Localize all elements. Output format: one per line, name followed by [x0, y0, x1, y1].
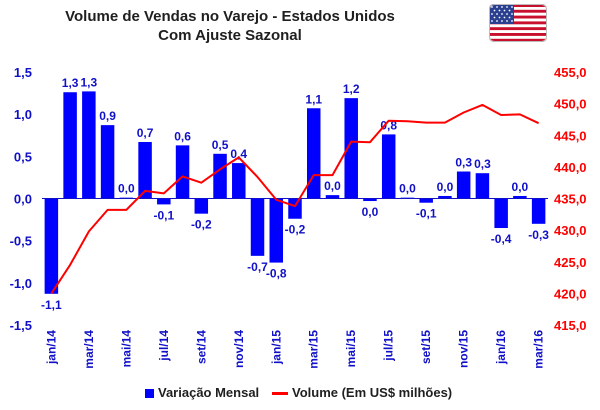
- y-right-tick-label: 455,0: [554, 65, 587, 80]
- y-left-tick-label: 0,0: [14, 192, 32, 207]
- bar-jul/14: [157, 198, 171, 205]
- x-tick-label: jan/14: [44, 330, 58, 365]
- legend-swatch-bars: [145, 389, 154, 399]
- bar-data-label: 0,7: [137, 126, 154, 140]
- y-right-tick-label: 435,0: [554, 192, 587, 207]
- y-right-tick-label: 450,0: [554, 97, 587, 112]
- y-right-tick-label: 420,0: [554, 286, 587, 301]
- x-tick-label: mai/15: [344, 330, 358, 368]
- bar-jan/15: [269, 198, 284, 263]
- bar-data-label: 0,0: [362, 205, 379, 219]
- y-left-tick-label: -1,5: [10, 318, 32, 333]
- bar-data-label: -0,2: [285, 223, 306, 237]
- bar-mar/16: [531, 198, 546, 224]
- y-left-tick-label: 1,5: [14, 65, 32, 80]
- bar-data-label: -0,3: [528, 228, 549, 242]
- x-tick-label: mar/14: [82, 330, 96, 369]
- x-tick-label: mar/15: [307, 330, 321, 369]
- x-tick-label: jan/16: [494, 330, 508, 365]
- x-tick-label: jan/15: [269, 330, 283, 365]
- usa-flag-icon: [489, 4, 547, 42]
- y-left-tick-label: 1,0: [14, 107, 32, 122]
- bar-data-label: 0,3: [455, 156, 472, 170]
- bar-mar/14: [82, 91, 96, 199]
- volume-line: [50, 103, 540, 294]
- x-tick-label: set/14: [194, 330, 208, 364]
- bar-data-label: 0,3: [474, 157, 491, 171]
- bar-data-label: 0,8: [380, 118, 397, 132]
- legend-item-line: Volume (Em US$ milhões): [272, 385, 452, 400]
- bar-data-label: 0,6: [174, 129, 191, 143]
- y-right-tick-label: 430,0: [554, 223, 587, 238]
- bar-data-label: -1,1: [41, 298, 62, 312]
- bar-fev/16: [513, 195, 527, 199]
- bar-jul/15: [381, 134, 396, 199]
- bar-ago/14: [175, 145, 190, 199]
- y-right-tick-label: 445,0: [554, 128, 587, 143]
- bar-data-label: 0,9: [99, 109, 116, 123]
- bar-data-label: -0,4: [491, 232, 512, 246]
- bar-data-label: -0,1: [416, 207, 437, 221]
- x-tick-label: mar/16: [532, 330, 546, 369]
- bar-abr/14: [100, 125, 115, 199]
- bar-data-label: 0,5: [212, 138, 229, 152]
- x-tick-label: mai/14: [119, 330, 133, 368]
- legend-label-bars: Variação Mensal: [158, 385, 260, 400]
- bar-out/15: [438, 195, 452, 199]
- bar-mar/15: [306, 108, 321, 199]
- bar-data-label: 0,0: [512, 180, 529, 194]
- x-tick-label: jul/15: [382, 330, 396, 362]
- bar-mai/15: [344, 98, 358, 199]
- bar-data-label: -0,7: [247, 260, 268, 274]
- bar-jan/14: [44, 198, 59, 294]
- legend-swatch-line: [272, 392, 288, 396]
- bar-data-label: 1,1: [305, 92, 322, 106]
- chart-title-line2: Com Ajuste Sazonal: [158, 27, 302, 44]
- bar-data-label: 1,2: [343, 82, 360, 96]
- bar-fev/15: [288, 198, 302, 219]
- y-left-tick-label: -0,5: [10, 234, 32, 249]
- y-right-tick-label: 415,0: [554, 318, 587, 333]
- bar-set/14: [194, 198, 209, 214]
- bar-data-label: 0,0: [437, 180, 454, 194]
- y-right-tick-label: 425,0: [554, 255, 587, 270]
- y-right-tick-label: 440,0: [554, 160, 587, 175]
- bar-data-label: -0,8: [266, 267, 287, 281]
- bar-data-label: 1,3: [62, 76, 79, 90]
- y-left-tick-label: 0,5: [14, 149, 32, 164]
- bar-out/14: [213, 153, 227, 199]
- bar-nov/15: [456, 171, 471, 199]
- bar-abr/15: [325, 195, 340, 199]
- bar-data-label: 0,0: [324, 179, 341, 193]
- bar-data-label: 0,4: [230, 147, 247, 161]
- x-tick-label: nov/14: [232, 330, 246, 368]
- bar-jan/16: [494, 198, 508, 229]
- legend-item-bars: Variação Mensal: [145, 385, 259, 400]
- bar-data-label: 0,0: [118, 182, 135, 196]
- x-tick-label: nov/15: [457, 330, 471, 368]
- bar-nov/14: [232, 163, 246, 199]
- chart-title-line1: Volume de Vendas no Varejo - Estados Uni…: [65, 8, 395, 25]
- x-tick-label: set/15: [419, 330, 433, 364]
- legend-label-line: Volume (Em US$ milhões): [292, 385, 453, 400]
- bar-data-label: -0,1: [153, 208, 174, 222]
- bar-fev/14: [63, 92, 77, 199]
- bar-data-label: 1,3: [81, 75, 98, 89]
- bar-dez/14: [250, 198, 265, 256]
- bar-data-label: -0,2: [191, 218, 212, 232]
- bar-jun/14: [138, 141, 152, 199]
- bar-data-label: 0,0: [399, 182, 416, 196]
- bar-jun/15: [363, 198, 377, 202]
- y-left-tick-label: -1,0: [10, 276, 32, 291]
- x-tick-label: jul/14: [157, 330, 171, 362]
- bar-dez/15: [475, 173, 490, 199]
- bar-set/15: [419, 198, 433, 203]
- chart-legend: Variação Mensal Volume (Em US$ milhões): [0, 383, 600, 405]
